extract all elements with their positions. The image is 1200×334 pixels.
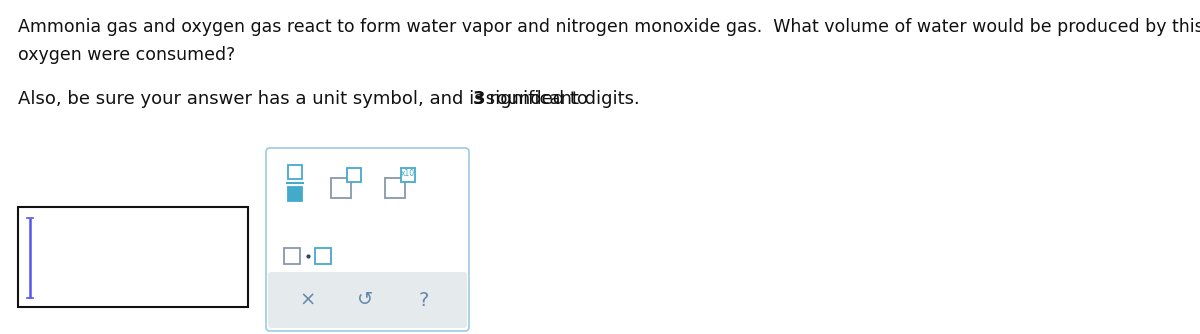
Text: ×: ×: [300, 291, 316, 310]
Bar: [401, 168, 415, 182]
Bar: [288, 165, 302, 179]
Text: x10: x10: [401, 168, 415, 177]
Bar: [284, 248, 300, 264]
FancyBboxPatch shape: [268, 272, 467, 328]
Text: 3: 3: [473, 90, 485, 108]
FancyBboxPatch shape: [266, 148, 469, 331]
Text: Also, be sure your answer has a unit symbol, and is rounded to: Also, be sure your answer has a unit sym…: [18, 90, 594, 108]
Bar: [18, 207, 248, 307]
Text: ?: ?: [419, 291, 430, 310]
Bar: [347, 168, 361, 182]
Bar: [331, 178, 352, 198]
Text: Ammonia gas and oxygen gas react to form water vapor and nitrogen monoxide gas. : Ammonia gas and oxygen gas react to form…: [18, 18, 1200, 36]
Bar: [385, 178, 406, 198]
Bar: [288, 187, 302, 201]
Text: oxygen were consumed?: oxygen were consumed?: [18, 46, 235, 64]
Bar: [314, 248, 331, 264]
Text: ↺: ↺: [356, 291, 373, 310]
Text: significant digits.: significant digits.: [480, 90, 640, 108]
